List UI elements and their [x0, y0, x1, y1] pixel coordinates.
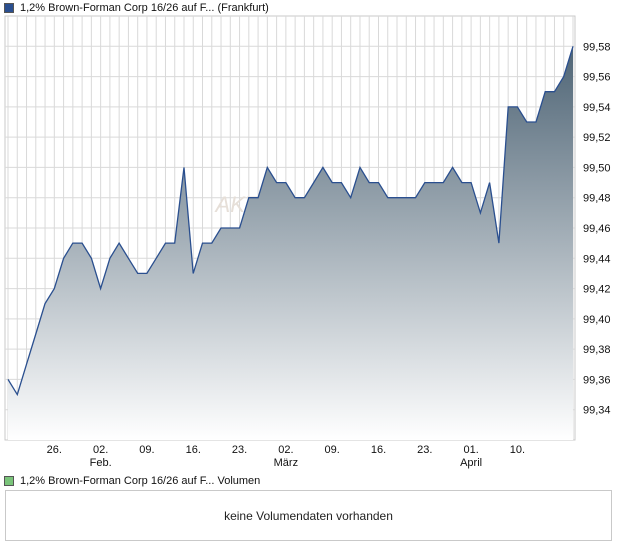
x-month-label: März: [274, 457, 298, 469]
y-tick-label: 99,48: [583, 193, 611, 205]
price-line: [7, 46, 574, 397]
volume-empty-message: keine Volumendaten vorhanden: [224, 508, 393, 523]
x-tick-label: 02.: [278, 444, 293, 456]
x-month-label: April: [460, 457, 482, 469]
volume-legend-label: 1,2% Brown-Forman Corp 16/26 auf F... Vo…: [20, 475, 261, 487]
price-chart: AKTI 99,3499,3699,3899,4099,4299,4499,46…: [4, 15, 611, 469]
y-tick-label: 99,40: [583, 314, 611, 326]
x-tick-label: 09.: [325, 444, 340, 456]
y-tick-label: 99,34: [583, 405, 611, 417]
price-legend: 1,2% Brown-Forman Corp 16/26 auf F... (F…: [4, 1, 269, 15]
y-tick-label: 99,58: [583, 41, 611, 53]
y-tick-label: 99,56: [583, 72, 611, 84]
x-tick-label: 09.: [139, 444, 154, 456]
volume-legend: 1,2% Brown-Forman Corp 16/26 auf F... Vo…: [4, 474, 260, 488]
x-tick-label: 26.: [47, 444, 62, 456]
y-tick-label: 99,42: [583, 284, 611, 296]
x-tick-label: 16.: [371, 444, 386, 456]
x-tick-label: 01.: [463, 444, 478, 456]
volume-panel: keine Volumendaten vorhanden: [5, 490, 612, 541]
y-tick-label: 99,50: [583, 162, 611, 174]
y-tick-label: 99,38: [583, 344, 611, 356]
x-tick-label: 23.: [232, 444, 247, 456]
x-tick-label: 02.: [93, 444, 108, 456]
y-tick-label: 99,36: [583, 374, 611, 386]
volume-series-swatch: [4, 476, 14, 486]
price-area: [8, 46, 573, 441]
y-tick-label: 99,44: [583, 253, 611, 265]
x-tick-label: 16.: [186, 444, 201, 456]
y-tick-label: 99,46: [583, 223, 611, 235]
x-tick-label: 23.: [417, 444, 432, 456]
x-tick-label: 10.: [510, 444, 525, 456]
price-series-swatch: [4, 3, 14, 13]
y-tick-label: 99,54: [583, 102, 611, 114]
y-tick-label: 99,52: [583, 132, 611, 144]
x-month-label: Feb.: [90, 457, 112, 469]
price-legend-label: 1,2% Brown-Forman Corp 16/26 auf F... (F…: [20, 2, 269, 14]
